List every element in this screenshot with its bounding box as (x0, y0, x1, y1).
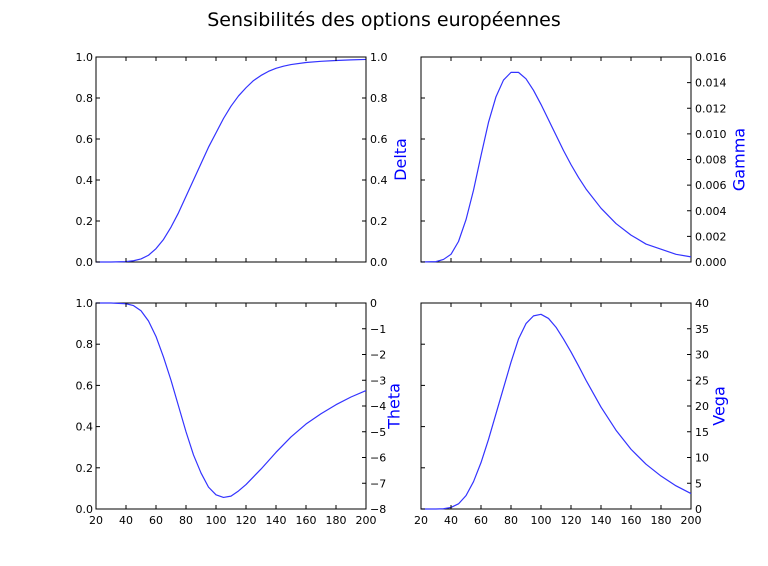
vega-xtick-label: 200 (681, 514, 702, 527)
theta-left-tick-label: 1.0 (76, 297, 94, 310)
theta-ylabel: Theta (384, 383, 403, 430)
vega-right-tick-label: 10 (695, 452, 709, 465)
delta-right-tick-label: 1.0 (370, 51, 388, 64)
delta-left-tick-label: 0.8 (76, 92, 94, 105)
gamma-right-tick-label: 0.006 (695, 179, 727, 192)
theta-right-tick-label: −1 (370, 323, 386, 336)
delta-right-tick-label: 0.6 (370, 133, 388, 146)
vega-xtick-label: 120 (561, 514, 582, 527)
gamma-right-tick-label: 0.010 (695, 128, 727, 141)
vega-right-tick-label: 20 (695, 400, 709, 413)
vega-right-tick-label: 30 (695, 349, 709, 362)
delta-right-tick-label: 0.8 (370, 92, 388, 105)
theta-xtick-label: 20 (89, 514, 103, 527)
delta-left-tick-label: 0.6 (76, 133, 94, 146)
theta-xtick-label: 40 (119, 514, 133, 527)
theta-left-tick-label: 0.2 (76, 462, 94, 475)
delta-right-tick-label: 0.2 (370, 215, 388, 228)
theta-xtick-label: 80 (179, 514, 193, 527)
gamma-ylabel: Gamma (730, 128, 749, 191)
vega-xtick-label: 20 (414, 514, 428, 527)
vega-xtick-label: 160 (621, 514, 642, 527)
theta-xtick-label: 200 (356, 514, 377, 527)
delta-left-tick-label: 1.0 (76, 51, 94, 64)
gamma-right-tick-label: 0.004 (695, 205, 727, 218)
gamma-series-line (420, 71, 692, 263)
vega-ylabel: Vega (709, 386, 728, 426)
theta-xtick-label: 140 (266, 514, 287, 527)
theta-right-tick-label: −2 (370, 349, 386, 362)
gamma-right-tick-label: 0.000 (695, 256, 727, 269)
vega-right-tick-label: 25 (695, 374, 709, 387)
gamma-right-tick-label: 0.008 (695, 154, 727, 167)
delta-left-tick-label: 0.0 (76, 256, 94, 269)
theta-xtick-label: 160 (296, 514, 317, 527)
panel-gamma: 0.000 0.002 0.004 0.006 0.008 0.010 0.012 0.014… (420, 51, 749, 269)
gamma-right-tick-label: 0.002 (695, 230, 727, 243)
theta-right-tick-label: −4 (370, 400, 386, 413)
gamma-right-tick-label: 0.012 (695, 102, 727, 115)
theta-xtick-label: 180 (326, 514, 347, 527)
vega-right-tick-label: 5 (695, 477, 702, 490)
theta-left-tick-label: 0.0 (76, 503, 94, 516)
vega-right-tick-label: 15 (695, 426, 709, 439)
vega-right-tick-label: 35 (695, 323, 709, 336)
theta-right-tick-label: −3 (370, 374, 386, 387)
theta-series-line (96, 302, 367, 499)
vega-series-line (421, 313, 692, 510)
theta-right-tick-label: 0 (370, 297, 377, 310)
delta-right-tick-label: 0.4 (370, 174, 388, 187)
theta-right-tick-label: −6 (370, 452, 386, 465)
vega-xtick-label: 140 (591, 514, 612, 527)
vega-xtick-label: 60 (474, 514, 488, 527)
theta-xtick-label: 60 (149, 514, 163, 527)
theta-right-tick-label: −5 (370, 426, 386, 439)
theta-right-tick-label: −7 (370, 477, 386, 490)
delta-left-tick-label: 0.2 (76, 215, 94, 228)
theta-left-tick-label: 0.4 (76, 421, 94, 434)
vega-right-tick-label: 0 (695, 503, 702, 516)
vega-xtick-label: 40 (444, 514, 458, 527)
theta-right-tick-label: −8 (370, 503, 386, 516)
theta-xtick-label: 100 (206, 514, 227, 527)
vega-xtick-label: 100 (531, 514, 552, 527)
delta-right-tick-label: 0.0 (370, 256, 388, 269)
delta-ylabel: Delta (391, 138, 410, 181)
theta-left-tick-label: 0.8 (76, 338, 94, 351)
vega-right-tick-label: 40 (695, 297, 709, 310)
delta-series-line (96, 58, 367, 263)
gamma-right-tick-label: 0.016 (695, 51, 727, 64)
gamma-right-tick-label: 0.014 (695, 77, 727, 90)
delta-axes-frame (95, 56, 367, 263)
vega-xtick-label: 80 (504, 514, 518, 527)
figure-title: Sensibilités des options européennes (207, 9, 561, 31)
delta-left-tick-label: 0.4 (76, 174, 94, 187)
panel-delta: 0.0 0.2 0.4 0.6 0.8 1.0 0.0 0.2 0.4 0.6 0.8 1.0 Delt… (76, 51, 411, 269)
theta-left-tick-label: 0.6 (76, 379, 94, 392)
theta-xtick-label: 120 (236, 514, 257, 527)
vega-xtick-label: 180 (651, 514, 672, 527)
panel-theta: 20 40 60 80 100 120 140 160 180 200 0.0 0.2 0.4 0.6 0.… (76, 297, 404, 527)
